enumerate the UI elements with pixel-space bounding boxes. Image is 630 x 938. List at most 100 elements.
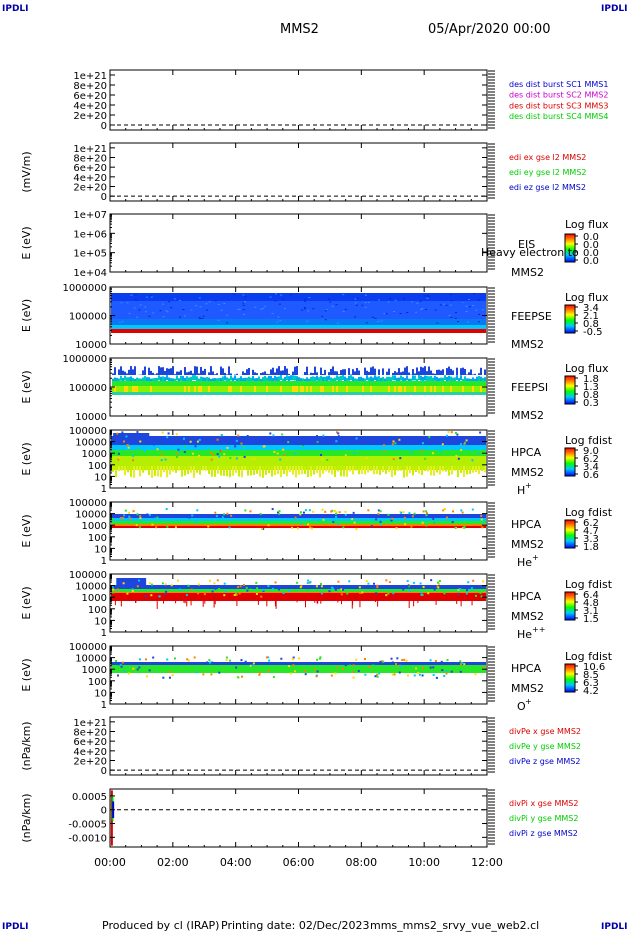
feepsi-cell-yellow <box>456 386 458 392</box>
hpca-speckle <box>422 522 424 524</box>
feepsi-cell-teal <box>118 392 120 395</box>
feepsi-cell-yellow <box>208 386 210 392</box>
feepse-speckle <box>274 300 276 301</box>
feepse-speckle <box>244 301 246 302</box>
feepsi-cell-cyan <box>158 375 160 380</box>
hpca-speckle <box>300 586 302 588</box>
hpca-h-fringe <box>310 466 312 476</box>
feepsi-cell-green <box>472 381 474 386</box>
hpca-speckle <box>252 665 254 667</box>
feepsi-cell-green <box>170 381 172 386</box>
feepsi-cell-green <box>482 381 484 386</box>
hpca-h-fringe <box>391 466 393 477</box>
colorbar-tick-label: 0.6 <box>583 470 599 481</box>
overlay-label: Heavy electron to <box>481 246 579 259</box>
feepsi-cell-teal <box>112 392 114 395</box>
feepse-speckle <box>260 309 262 310</box>
feepsi-cell-yellow <box>180 386 182 392</box>
feepsi-cell-cyan <box>326 376 328 381</box>
hpca-speckle <box>361 591 363 593</box>
feepsi-cell-cyan <box>296 376 298 381</box>
hpca-speckle <box>428 436 430 438</box>
feepsi-cell-green <box>128 381 130 386</box>
panel-2 <box>110 143 495 201</box>
feepsi-cell-teal <box>476 392 478 395</box>
feepsi-cell-cyan <box>162 376 164 381</box>
hpca-speckle <box>377 676 379 678</box>
feepsi-cell-blue <box>398 368 400 375</box>
hpca-speckle <box>282 449 284 451</box>
hpca-h-fringe <box>322 466 324 474</box>
hpca-speckle <box>324 511 326 513</box>
feepsi-cell-blue <box>204 369 206 375</box>
feepsi-cell-green <box>180 381 182 386</box>
feepsi-cell-teal <box>392 392 394 395</box>
feepsi-cell-blue <box>422 368 424 375</box>
colorbar <box>565 448 575 476</box>
hpca-speckle <box>136 431 138 433</box>
feepsi-cell-blue <box>430 371 432 375</box>
feepsi-cell-green <box>444 381 446 386</box>
hpca-speckle <box>123 514 125 516</box>
hpca-speckle <box>133 450 135 452</box>
hpca-h-fringe <box>451 466 453 474</box>
hpca-speckle <box>217 439 219 441</box>
hpca-speckle <box>328 590 330 592</box>
feepse-speckle <box>170 307 172 308</box>
feepsi-cell-cyan <box>406 375 408 380</box>
hpca-speckle <box>256 587 258 589</box>
hpca-speckle <box>162 432 164 434</box>
feepsi-cell-green <box>218 381 220 386</box>
hpca-speckle <box>288 665 290 667</box>
feepsi-cell-blue <box>214 374 216 375</box>
feepsi-cell-yellow <box>294 386 296 392</box>
feepsi-cell-green <box>430 381 432 386</box>
hpca-speckle <box>445 670 447 672</box>
hpca-speckle <box>375 518 377 520</box>
hpca-speckle <box>459 660 461 662</box>
feepsi-cell-yellow <box>378 386 380 392</box>
hpca-speckle <box>446 435 448 437</box>
hpca-speckle <box>128 672 130 674</box>
feepse-speckle <box>365 307 367 308</box>
species-charge: ++ <box>532 625 545 634</box>
hpca-speckle <box>364 674 366 676</box>
hpca-speckle <box>349 665 351 667</box>
hpca-h-fringe <box>202 466 204 470</box>
hpca-h-fringe <box>352 466 354 474</box>
feepsi-cell-blue <box>312 373 314 375</box>
feepsi-cell-teal <box>474 392 476 395</box>
feepsi-cell-teal <box>234 392 236 395</box>
hpca-h-fringe <box>193 466 195 478</box>
feepsi-cell-yellow <box>170 386 172 392</box>
feepsi-cell-yellow <box>196 386 198 392</box>
species-label: He <box>517 556 532 569</box>
hpca-speckle <box>337 581 339 583</box>
hpca-speckle <box>394 442 396 444</box>
feepsi-cell-green <box>166 381 168 386</box>
feepsi-cell-cyan <box>420 376 422 381</box>
feepse-speckle <box>282 299 284 300</box>
hpca-speckle <box>122 517 124 519</box>
hpca-speckle <box>385 594 387 596</box>
hpca-speckle <box>480 515 482 517</box>
feepsi-cell-green <box>208 381 210 386</box>
hpca-speckle <box>204 593 206 595</box>
panel-5 <box>110 358 578 416</box>
feepsi-cell-yellow <box>192 386 194 392</box>
hpca-speckle <box>237 586 239 588</box>
hpca-speckle <box>249 510 251 512</box>
feepse-speckle <box>168 301 170 302</box>
y-tick-label: 100 <box>88 533 107 544</box>
hpca-speckle <box>307 587 309 589</box>
hpca-speckle <box>146 513 148 515</box>
feepsi-cell-blue <box>426 371 428 375</box>
feepsi-cell-green <box>216 381 218 386</box>
feepsi-cell-teal <box>164 392 166 395</box>
feepsi-cell-blue <box>354 371 356 375</box>
hpca-he2-drip <box>236 600 237 606</box>
y-tick-label: 100 <box>88 605 107 616</box>
feepsi-cell-green <box>328 381 330 386</box>
feepsi-cell-teal <box>328 392 330 395</box>
feepsi-cell-yellow <box>278 386 280 392</box>
